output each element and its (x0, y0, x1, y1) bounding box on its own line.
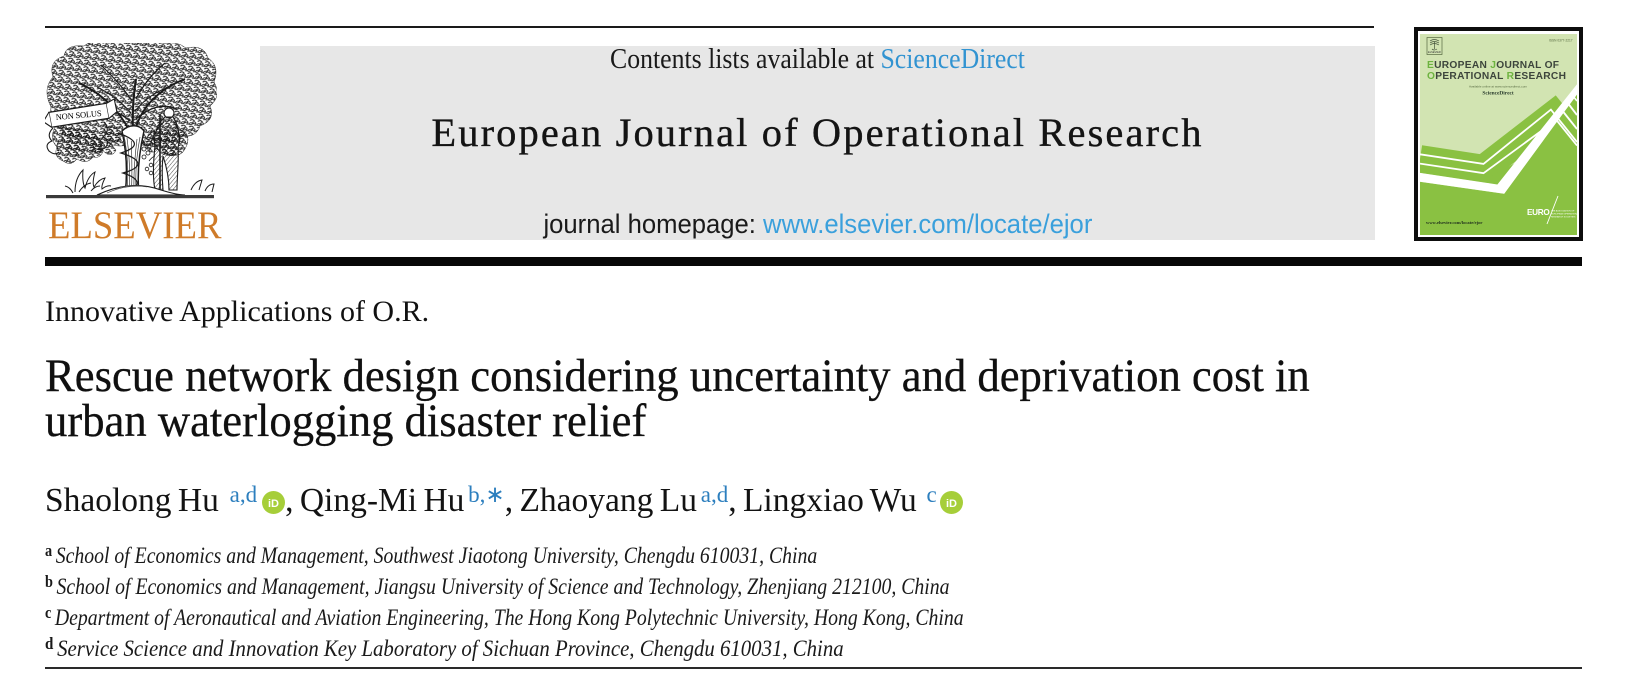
svg-text:EUROPEAN OPERATIONAL: EUROPEAN OPERATIONAL (1551, 213, 1577, 216)
svg-text:ISSN 0377-2217: ISSN 0377-2217 (1549, 39, 1573, 43)
svg-text:iD: iD (268, 498, 279, 510)
svg-text:NON SOLUS: NON SOLUS (55, 108, 102, 122)
svg-text:www.elsevier.com/locate/ejor: www.elsevier.com/locate/ejor (1426, 220, 1482, 225)
svg-text:RESEARCH SOCIETIES: RESEARCH SOCIETIES (1551, 216, 1576, 219)
svg-text:ScienceDirect: ScienceDirect (1482, 91, 1514, 97)
svg-text:THE ASSOCIATION OF: THE ASSOCIATION OF (1551, 210, 1575, 213)
svg-text:ELSEVIER: ELSEVIER (1428, 50, 1441, 54)
svg-text:OPERATIONAL RESEARCH: OPERATIONAL RESEARCH (1427, 71, 1566, 82)
svg-text:Available online at www.scienc: Available online at www.sciencedirect.co… (1469, 85, 1527, 89)
svg-text:iD: iD (946, 498, 957, 510)
svg-text:EURO: EURO (1527, 208, 1550, 217)
svg-text:EUROPEAN JOURNAL OF: EUROPEAN JOURNAL OF (1427, 60, 1559, 71)
